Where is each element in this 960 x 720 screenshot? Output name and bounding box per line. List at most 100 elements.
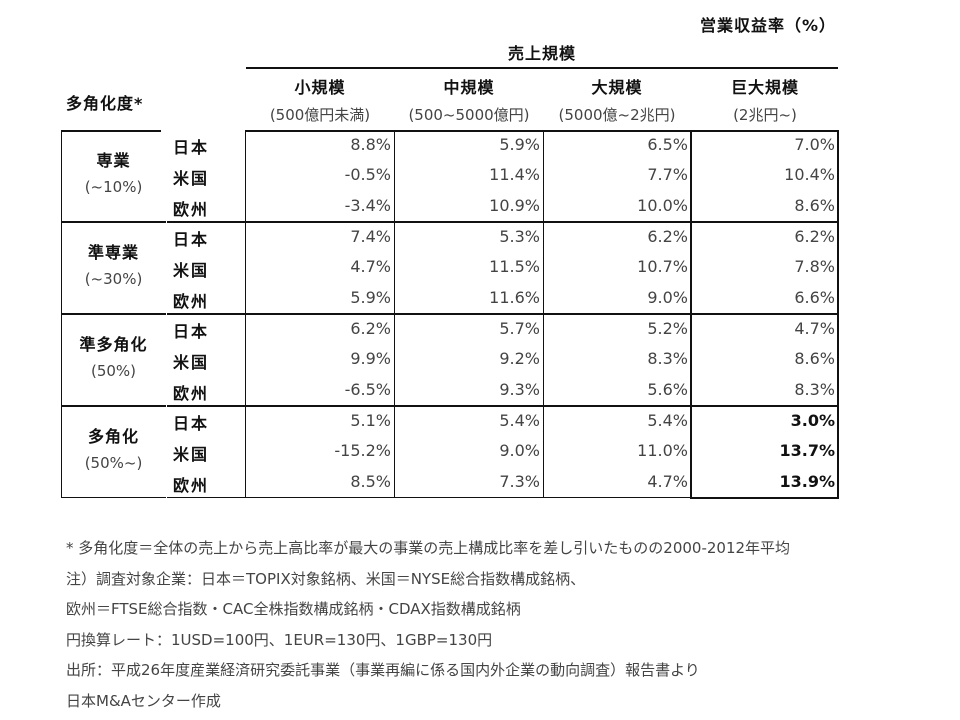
footnote-exchange-rates: 円換算レート：1USD=100円、1EUR=130円、1GBP=130円 [66, 630, 493, 649]
row-divider [61, 130, 161, 132]
highlight-box [690, 405, 839, 499]
country-label: 欧州 [173, 200, 210, 219]
group-diversified: 多角化 (50%~) 日本 米国 欧州 5.1% 5.4% 5.4% 3.0% … [61, 406, 838, 498]
column-sub-huge: (2兆円~) [733, 106, 797, 124]
country-label: 米国 [173, 169, 210, 188]
group-label: 多角化 [87, 427, 139, 446]
row-divider [61, 221, 839, 223]
table-cell: 9.0% [499, 441, 540, 460]
column-sub-small: (500億円未満) [269, 106, 371, 124]
table-cell: 4.7% [647, 472, 688, 491]
group-semi-diversified: 準多角化 (50%) 日本 米国 欧州 6.2% 5.7% 5.2% 4.7% … [61, 314, 838, 406]
table-cell: 5.7% [499, 319, 540, 338]
column-group-rule [246, 67, 838, 69]
row-group-title: 多角化度* [66, 94, 144, 113]
table-cell: 5.9% [350, 288, 391, 307]
table-cell: 10.0% [637, 196, 688, 215]
country-label: 米国 [173, 445, 210, 464]
group-label: 専業 [96, 151, 131, 170]
table-cell: 4.7% [794, 319, 835, 338]
table-cell: 9.2% [499, 349, 540, 368]
table-cell: 5.4% [499, 411, 540, 430]
table-cell: 5.4% [647, 411, 688, 430]
table-cell: -15.2% [334, 441, 391, 460]
table-cell: 8.3% [647, 349, 688, 368]
data-table: 専業 (~10%) 日本 米国 欧州 8.8% 5.9% 6.5% 7.0% -… [61, 130, 839, 499]
highlighted-cell: 13.7% [779, 441, 835, 460]
table-cell: 5.1% [350, 411, 391, 430]
country-label: 欧州 [173, 476, 210, 495]
table-cell: 11.5% [489, 257, 540, 276]
table-cell: 6.5% [647, 135, 688, 154]
footnote-source: 出所：平成26年度産業経済研究委託事業（事業再編に係る国内外企業の動向調査）報告… [66, 661, 700, 679]
highlighted-cell: 3.0% [790, 411, 835, 430]
country-label: 日本 [173, 138, 210, 157]
table-cell: 7.0% [794, 135, 835, 154]
footnote-definition: * 多角化度＝全体の売上から売上高比率が最大の事業の売上構成比率を差し引いたもの… [66, 539, 791, 557]
footnote-author: 日本M&Aセンター作成 [66, 691, 221, 710]
footnotes: * 多角化度＝全体の売上から売上高比率が最大の事業の売上構成比率を差し引いたもの… [66, 533, 790, 716]
group-label: 準多角化 [79, 335, 148, 354]
table-cell: 8.5% [350, 472, 391, 491]
group-label: 準専業 [87, 243, 139, 262]
table-cell: 5.3% [499, 227, 540, 246]
table-cell: 8.8% [350, 135, 391, 154]
group-semi-single-business: 準専業 (~30%) 日本 米国 欧州 7.4% 5.3% 6.2% 6.2% … [61, 222, 838, 314]
table-cell: 10.7% [637, 257, 688, 276]
unit-label: 営業収益率（%） [700, 16, 837, 35]
column-header-medium: 中規模 [443, 78, 495, 97]
country-label: 欧州 [173, 384, 210, 403]
country-label: 日本 [173, 322, 210, 341]
row-divider [61, 405, 839, 407]
table-cell: 11.0% [637, 441, 688, 460]
table-cell: 7.8% [794, 257, 835, 276]
row-divider [61, 497, 839, 498]
column-header-small: 小規模 [294, 78, 346, 97]
table-cell: 7.7% [647, 165, 688, 184]
table-cell: 5.9% [499, 135, 540, 154]
column-header-large: 大規模 [591, 78, 643, 97]
table-cell: 8.3% [794, 380, 835, 399]
table-cell: 11.6% [489, 288, 540, 307]
table-cell: 10.4% [784, 165, 835, 184]
group-sub-label: (50%~) [84, 454, 143, 472]
table-cell: 6.2% [350, 319, 391, 338]
column-group-title: 売上規模 [507, 44, 576, 63]
table-cell: 11.4% [489, 165, 540, 184]
gap [166, 130, 167, 498]
country-label: 日本 [173, 414, 210, 433]
table-cell: 6.6% [794, 288, 835, 307]
group-sub-label: (~30%) [84, 270, 143, 288]
country-label: 米国 [173, 353, 210, 372]
column-sub-medium: (500~5000億円) [408, 106, 530, 124]
table-cell: 6.2% [794, 227, 835, 246]
table-cell: 7.3% [499, 472, 540, 491]
table-cell: 8.6% [794, 196, 835, 215]
table-cell: 8.6% [794, 349, 835, 368]
group-sub-label: (~10%) [84, 178, 143, 196]
table-cell: 5.6% [647, 380, 688, 399]
row-divider [245, 130, 839, 132]
table-cell: 10.9% [489, 196, 540, 215]
table-cell: 5.2% [647, 319, 688, 338]
table-cell: 7.4% [350, 227, 391, 246]
table-left-edge [61, 130, 62, 498]
footnote-europe-targets: 欧州＝FTSE総合指数・CAC全株指数構成銘柄・CDAX指数構成銘柄 [66, 600, 521, 618]
table-cell: -3.4% [344, 196, 391, 215]
table-cell: 9.0% [647, 288, 688, 307]
table-cell: 6.2% [647, 227, 688, 246]
row-divider [61, 313, 839, 315]
table-cell: 9.9% [350, 349, 391, 368]
group-sub-label: (50%) [90, 362, 137, 380]
group-single-business: 専業 (~10%) 日本 米国 欧州 8.8% 5.9% 6.5% 7.0% -… [61, 130, 838, 222]
column-sub-large: (5000億~2兆円) [558, 106, 676, 124]
country-label: 日本 [173, 230, 210, 249]
country-label: 欧州 [173, 292, 210, 311]
table-cell: -6.5% [344, 380, 391, 399]
footnote-survey-targets: 注）調査対象企業：日本＝TOPIX対象銘柄、米国＝NYSE総合指数構成銘柄、 [66, 569, 586, 588]
table-cell: 4.7% [350, 257, 391, 276]
table-cell: -0.5% [344, 165, 391, 184]
table-cell: 9.3% [499, 380, 540, 399]
highlighted-cell: 13.9% [779, 472, 835, 491]
country-label: 米国 [173, 261, 210, 280]
